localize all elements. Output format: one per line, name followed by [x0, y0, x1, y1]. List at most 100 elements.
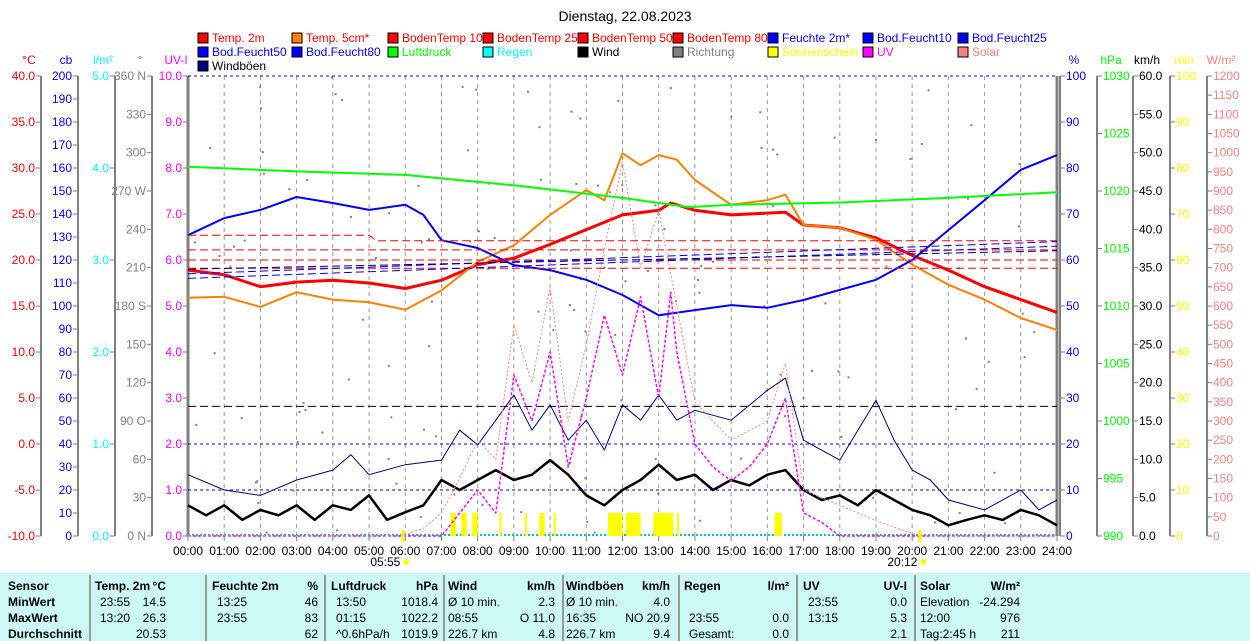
axis-tick-label: 15.0 [12, 299, 36, 313]
axis-tick-label: 120 [52, 253, 72, 267]
direction-dot [255, 481, 258, 484]
uv-value: 0.0 [890, 595, 907, 609]
sunshine-bars [450, 513, 782, 536]
axis-unit: W/m² [1207, 53, 1236, 67]
legend-label: Bod.Feucht80 [306, 45, 381, 59]
direction-dot [975, 387, 978, 390]
temp-value: 20.53 [135, 627, 166, 641]
legend-swatch [197, 46, 209, 58]
direction-dot [1018, 225, 1021, 228]
press-time: ^0.6hPa/h [336, 627, 390, 641]
axis-tick-label: 35.0 [1139, 261, 1163, 275]
row-label: Durchschnitt [8, 627, 83, 641]
axis-tick-label: 0 N [127, 529, 146, 543]
axis-tick-label: 15.0 [1139, 414, 1163, 428]
axis-tick-label: 60 [59, 391, 73, 405]
axis-tick-label: 0 [65, 529, 72, 543]
press-value: 1019.9 [401, 627, 438, 641]
header-sensor: Sensor [8, 579, 49, 593]
legend-swatch [577, 46, 589, 58]
direction-dot [361, 318, 364, 321]
axis-tick-label: 10 [1066, 483, 1080, 497]
axis-tick-label: 5.0 [18, 391, 35, 405]
direction-dot [387, 364, 390, 367]
sunshine-bar [626, 513, 641, 536]
direction-dot [461, 85, 464, 88]
axis-tick-label: 210 [126, 261, 146, 275]
column-separator [678, 575, 680, 641]
series-wind [187, 458, 1058, 527]
axis-tick-label: 50 [1176, 299, 1190, 313]
solar-value: 211 [1000, 627, 1020, 641]
direction-dot [802, 396, 805, 399]
direction-dot [617, 99, 620, 102]
axis-tick-label: 0 [1176, 529, 1183, 543]
direction-dot [872, 496, 875, 499]
direction-dot [218, 254, 221, 257]
direction-dot [453, 493, 456, 496]
press-value: 1018.4 [401, 595, 438, 609]
gridlines [188, 75, 1057, 536]
gust-value: 9.4 [653, 627, 670, 641]
uv-value: 5.3 [890, 611, 907, 625]
header-uv-unit: UV-I [883, 579, 907, 593]
direction-dot [209, 147, 212, 150]
series-solar [188, 161, 1057, 537]
axis-tick-label: 25.0 [1139, 337, 1163, 351]
axis-tick-label: 995 [1103, 472, 1123, 486]
axis-tick-label: 1020 [1103, 184, 1130, 198]
sun-icon [920, 559, 927, 565]
axis-tick-label: 100 [1213, 491, 1233, 505]
direction-dot [487, 267, 490, 270]
direction-dot [302, 402, 305, 405]
sunshine-bar [676, 513, 679, 536]
axis-tick-label: 0 [1066, 529, 1073, 543]
axis-tick-label: 10 [59, 506, 73, 520]
series-luftdruck [187, 165, 1058, 209]
axis-tick-label: 40.0 [1139, 222, 1163, 236]
direction-dot [586, 520, 589, 523]
rain-value: 0.0 [772, 611, 789, 625]
axis-tick-label: 990 [1103, 529, 1123, 543]
axis-tick-label: 8.0 [165, 161, 182, 175]
axis-tick-label: 70 [1176, 207, 1190, 221]
direction-dot [739, 457, 742, 460]
axis-tick-label: 7.0 [165, 207, 182, 221]
axis-tick-label: 270 W [111, 184, 146, 198]
header-rain-unit: l/m² [767, 579, 789, 593]
axis-tick-label: 600 [1213, 299, 1233, 313]
direction-dot [257, 502, 260, 505]
direction-dot [620, 399, 623, 402]
direction-dot [920, 142, 923, 145]
axis-tick-label: 10.0 [159, 69, 183, 83]
direction-dot [874, 401, 877, 404]
direction-dot [584, 477, 587, 480]
direction-dot [597, 184, 600, 187]
axis-tick-label: 1010 [1103, 299, 1130, 313]
legend-label: BodenTemp 25 [497, 31, 578, 45]
axis-tick-label: 50 [1213, 510, 1227, 524]
direction-dot [569, 249, 572, 252]
series-bod-feucht50 [187, 250, 1058, 270]
direction-dot [711, 260, 714, 263]
direction-dot [256, 480, 259, 483]
x-tick-label: 23:00 [1006, 544, 1036, 558]
direction-dot [395, 482, 398, 485]
legend-swatch [291, 32, 303, 44]
hum-value: 83 [304, 611, 318, 625]
axis-tick-label: 50 [59, 414, 73, 428]
x-tick-label: 07:00 [426, 544, 456, 558]
legend-label: Windböen [212, 59, 266, 73]
direction-dot [837, 370, 840, 373]
wind-value: 4.8 [538, 627, 555, 641]
direction-dot [603, 266, 606, 269]
axis-unit: % [1069, 53, 1080, 67]
wind-time: Ø 10 min. [448, 595, 501, 609]
axis-tick-label: 110 [53, 276, 72, 290]
direction-dot [654, 458, 657, 461]
axis-tick-label: 330 [126, 107, 146, 121]
axis-tick-label: 800 [1213, 222, 1233, 236]
row-label: MaxWert [8, 611, 58, 625]
x-tick-label: 19:00 [861, 544, 891, 558]
